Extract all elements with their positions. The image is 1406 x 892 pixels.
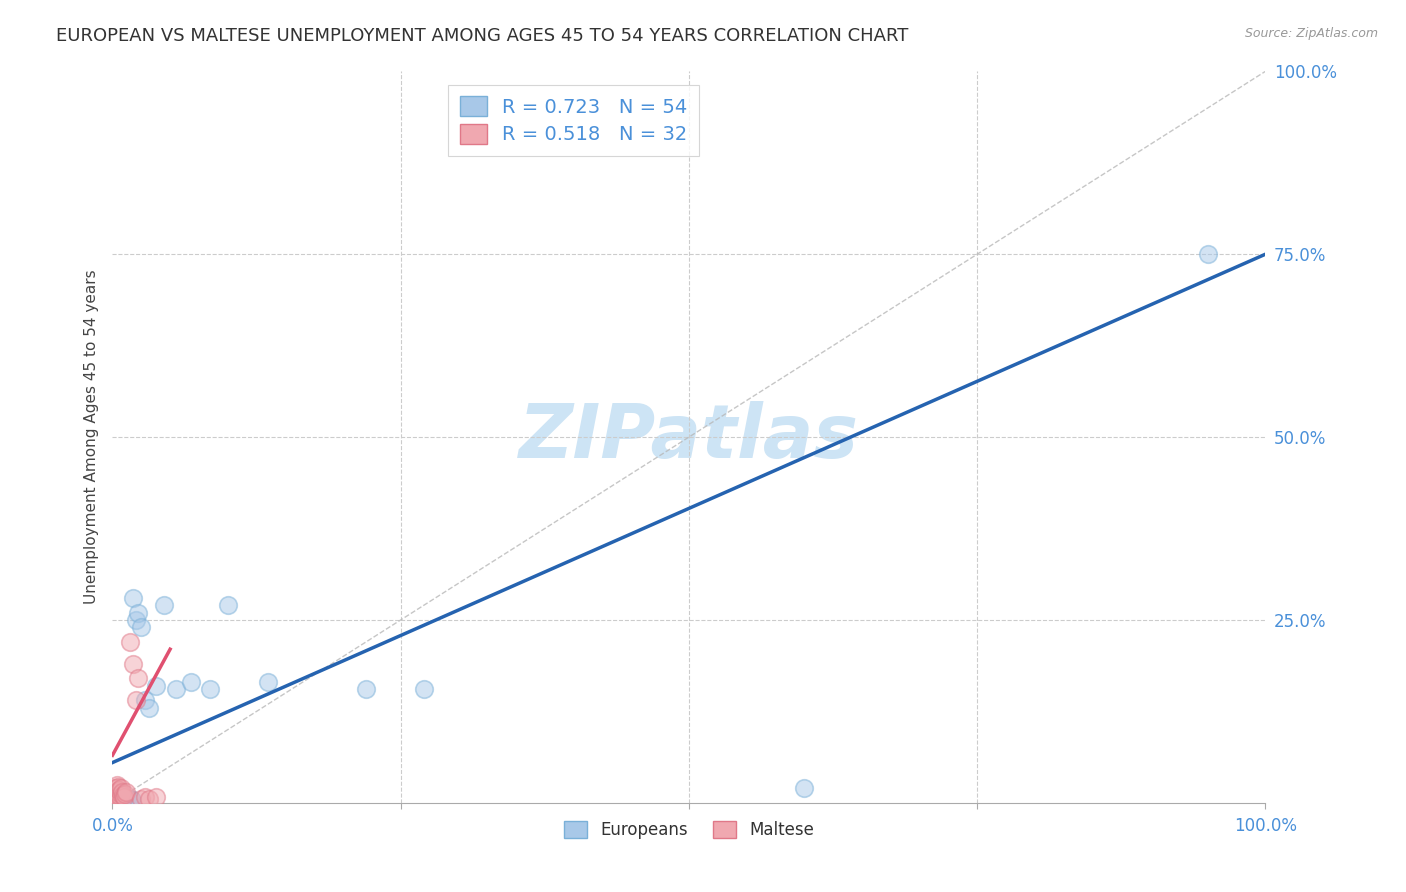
Point [112,792,135,806]
Point [1197,247,1219,261]
Y-axis label: Unemployment Among Ages 45 to 54 years: Unemployment Among Ages 45 to 54 years [83,269,98,605]
Point [105,789,128,803]
Point [107,785,129,799]
Point [145,679,167,693]
Point [108,793,131,807]
Point [112,789,135,804]
Point [104,789,127,804]
Point [117,792,139,806]
Point [412,682,434,697]
Point [108,789,131,803]
Point [354,682,377,697]
Point [107,780,129,794]
Point [107,789,129,803]
Text: ZIPatlas: ZIPatlas [519,401,859,474]
Point [110,781,132,796]
Point [103,792,125,806]
Point [124,693,146,707]
Point [108,791,131,805]
Point [122,657,145,671]
Point [257,675,280,690]
Point [153,599,176,613]
Point [134,693,156,707]
Point [103,792,125,806]
Point [107,789,129,804]
Point [127,672,149,686]
Point [121,793,143,807]
Point [104,789,127,803]
Point [118,635,141,649]
Point [217,599,239,613]
Point [104,787,127,801]
Text: Source: ZipAtlas.com: Source: ZipAtlas.com [1244,27,1378,40]
Point [110,792,132,806]
Point [115,794,138,808]
Point [122,591,145,605]
Point [180,675,202,690]
Point [104,781,127,796]
Point [118,794,141,808]
Point [105,791,128,805]
Point [134,789,156,804]
Point [104,789,127,804]
Point [200,682,222,697]
Point [105,789,128,803]
Point [107,790,129,805]
Point [129,620,153,634]
Point [110,787,132,801]
Point [108,782,131,797]
Point [104,791,127,805]
Point [104,792,127,806]
Point [105,789,128,804]
Point [104,790,127,805]
Point [112,794,135,808]
Point [104,781,127,796]
Point [104,794,127,808]
Point [145,789,167,804]
Point [127,606,149,620]
Point [129,792,153,806]
Legend: Europeans, Maltese: Europeans, Maltese [557,814,821,846]
Point [793,781,815,796]
Point [110,789,132,804]
Point [104,785,127,799]
Point [105,785,128,799]
Point [103,789,125,804]
Point [107,792,129,806]
Point [111,791,134,805]
Point [114,793,136,807]
Point [111,790,134,805]
Point [104,793,127,807]
Point [105,778,128,792]
Point [108,789,131,804]
Point [111,789,134,803]
Point [107,794,129,808]
Point [110,794,132,808]
Text: EUROPEAN VS MALTESE UNEMPLOYMENT AMONG AGES 45 TO 54 YEARS CORRELATION CHART: EUROPEAN VS MALTESE UNEMPLOYMENT AMONG A… [56,27,908,45]
Point [103,785,125,799]
Point [111,785,134,799]
Point [138,700,160,714]
Point [120,792,142,806]
Point [103,794,125,808]
Point [114,787,136,801]
Point [107,787,129,801]
Point [105,793,128,807]
Point [111,793,134,807]
Point [124,613,146,627]
Point [165,682,187,697]
Point [115,785,138,799]
Point [138,792,160,806]
Point [117,793,139,807]
Point [104,789,127,804]
Point [111,794,134,808]
